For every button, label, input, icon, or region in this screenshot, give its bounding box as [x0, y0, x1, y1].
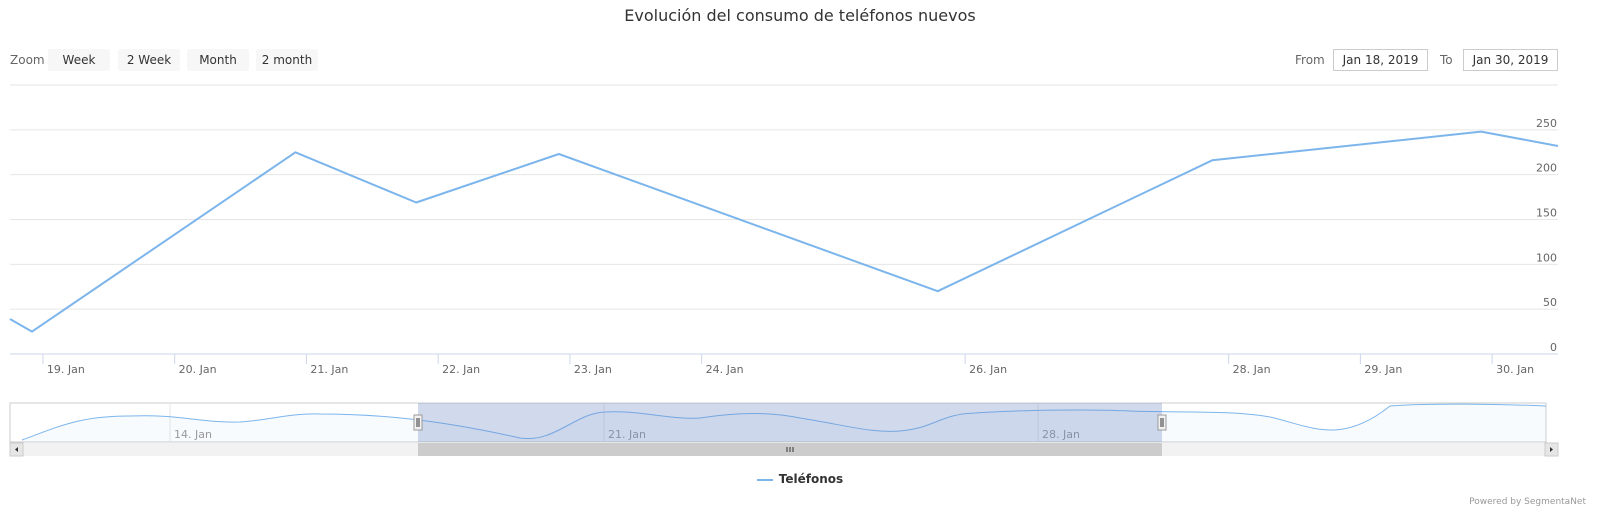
- y-tick-label: 200: [1536, 162, 1557, 175]
- scrollbar-right-button[interactable]: [1544, 442, 1559, 457]
- x-tick-label: 19. Jan: [47, 363, 85, 376]
- x-tick-label: 20. Jan: [179, 363, 217, 376]
- chart-title: Evolución del consumo de teléfonos nuevo…: [624, 6, 976, 25]
- data-point[interactable]: [291, 148, 299, 156]
- x-tick-label: 23. Jan: [574, 363, 612, 376]
- legend-swatch: [756, 478, 773, 481]
- data-point[interactable]: [1554, 142, 1562, 150]
- line-chart[interactable]: 0 50 100 150 200 250 19. Jan 20. Jan 21. Jan 22. …: [0, 80, 1600, 380]
- navigator-right-handle[interactable]: [1157, 414, 1167, 431]
- data-point[interactable]: [1208, 156, 1216, 164]
- data-point[interactable]: [412, 198, 420, 206]
- to-date-input[interactable]: [1463, 49, 1558, 71]
- navigator-area: [22, 404, 1546, 442]
- navigator-tick-label: 21. Jan: [608, 428, 646, 441]
- y-tick-label: 100: [1536, 251, 1557, 264]
- zoom-week-button[interactable]: Week: [48, 49, 110, 71]
- data-point[interactable]: [6, 315, 14, 323]
- handle-grip[interactable]: [1157, 414, 1167, 431]
- navigator-series-line: [21, 403, 1547, 441]
- zoom-2-month-button[interactable]: 2 month: [256, 49, 318, 71]
- navigator[interactable]: 14. Jan 21. Jan 28. Jan: [0, 398, 1600, 462]
- navigator-tick-label: 28. Jan: [1042, 428, 1080, 441]
- from-label: From: [1295, 53, 1325, 67]
- data-point[interactable]: [28, 328, 36, 336]
- y-tick-label: 150: [1536, 207, 1557, 220]
- navigator-tick-label: 14. Jan: [174, 428, 212, 441]
- y-tick-label: 0: [1550, 341, 1557, 354]
- x-tick-label: 22. Jan: [442, 363, 480, 376]
- navigator-left-handle[interactable]: [413, 414, 423, 431]
- x-tick-label: 30. Jan: [1496, 363, 1534, 376]
- to-label: To: [1440, 53, 1453, 67]
- scrollbar-left-button[interactable]: [9, 442, 24, 457]
- from-date-input[interactable]: [1333, 49, 1428, 71]
- handle-grip[interactable]: [413, 414, 423, 431]
- chevron-right-icon: [1550, 447, 1553, 452]
- x-tick-label: 29. Jan: [1364, 363, 1402, 376]
- zoom-month-button[interactable]: Month: [187, 49, 249, 71]
- series-line-telefonos[interactable]: [9, 130, 1559, 333]
- x-tick-label: 21. Jan: [310, 363, 348, 376]
- data-point[interactable]: [1477, 128, 1485, 136]
- navigator-selected-range[interactable]: [418, 403, 1162, 442]
- y-tick-label: 250: [1536, 117, 1557, 130]
- x-tick-label: 24. Jan: [706, 363, 744, 376]
- data-point[interactable]: [934, 287, 942, 295]
- zoom-2-week-button[interactable]: 2 Week: [118, 49, 180, 71]
- legend-item[interactable]: Teléfonos: [0, 472, 1600, 486]
- legend-label: Teléfonos: [778, 472, 844, 486]
- credits[interactable]: Powered by SegmentaNet: [1469, 497, 1586, 507]
- y-tick-label: 50: [1543, 296, 1557, 309]
- x-tick-label: 28. Jan: [1233, 363, 1271, 376]
- chevron-left-icon: [15, 447, 18, 452]
- zoom-label: Zoom: [10, 53, 45, 67]
- x-tick-label: 26. Jan: [969, 363, 1007, 376]
- data-point[interactable]: [555, 150, 563, 158]
